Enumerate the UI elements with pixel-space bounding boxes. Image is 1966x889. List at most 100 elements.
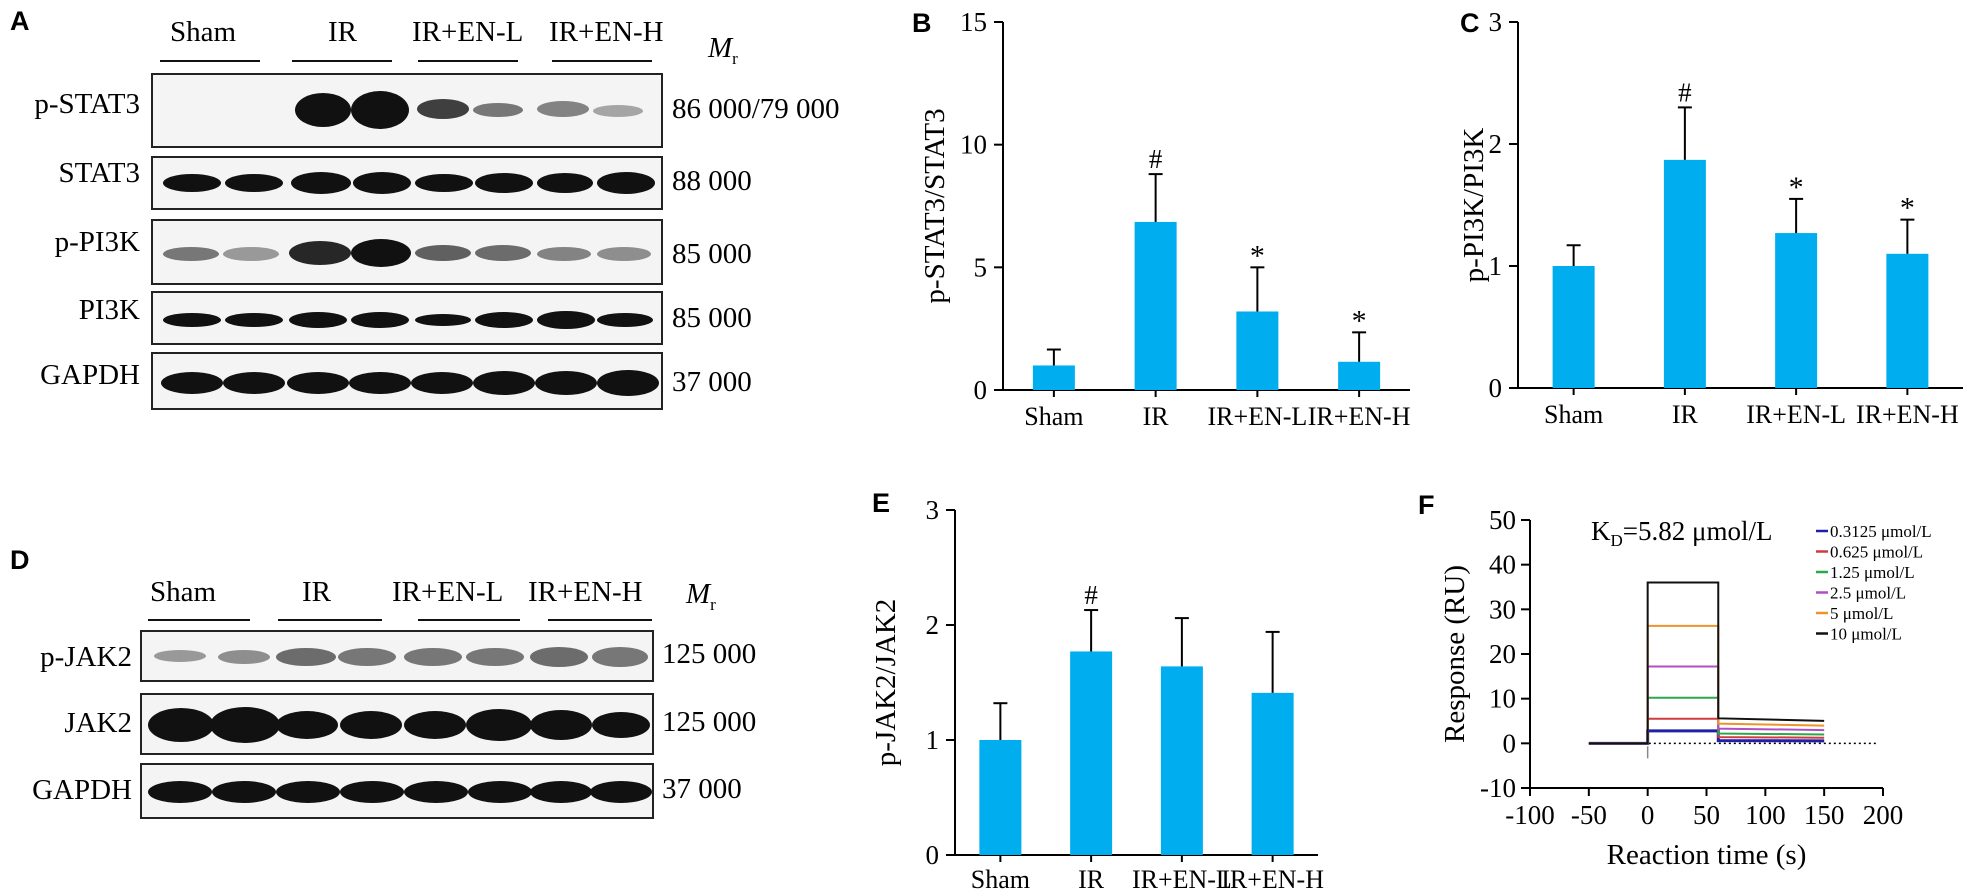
blot-a-row-mr: 85 000 bbox=[672, 302, 752, 334]
y-tick-label: 10 bbox=[960, 130, 987, 160]
chart-b: 0 5 10 15 p-STAT3/STAT3 Sham # IR * IR+EN-L * IR+EN… bbox=[919, 7, 1411, 431]
blot-a-lane-pstat3 bbox=[151, 73, 663, 148]
panel-letter-f: F bbox=[1418, 490, 1435, 520]
blot-a-group-line bbox=[292, 60, 392, 62]
y-tick-label: 0 bbox=[1503, 728, 1517, 758]
legend-label: 5 μmol/L bbox=[1830, 604, 1893, 623]
bar bbox=[1134, 221, 1177, 390]
y-tick-label: 1 bbox=[926, 725, 940, 755]
blot-a-group-line bbox=[418, 60, 518, 62]
blot-a-group-line bbox=[552, 60, 652, 62]
blot-d-row-mr: 125 000 bbox=[662, 638, 757, 670]
significance-mark: * bbox=[1250, 239, 1265, 272]
y-tick-label: 2 bbox=[1489, 129, 1503, 159]
blot-a-row-mr: 88 000 bbox=[672, 165, 752, 197]
blot-a-row-label: p-PI3K bbox=[54, 226, 140, 258]
x-tick-label: 100 bbox=[1745, 800, 1786, 830]
blot-a-lane-gapdh bbox=[151, 352, 663, 410]
y-tick-label: 3 bbox=[1489, 7, 1503, 37]
blot-a-row-label: PI3K bbox=[78, 294, 140, 326]
bar bbox=[1236, 311, 1279, 390]
sensorgram-series bbox=[1588, 624, 1825, 745]
y-axis-label: p-JAK2/JAK2 bbox=[870, 599, 902, 767]
significance-mark: * bbox=[1352, 304, 1367, 337]
significance-mark: * bbox=[1900, 192, 1915, 225]
x-tick-label: IR+EN-H bbox=[1221, 865, 1324, 889]
blot-d-group-ir-en-h: IR+EN-H bbox=[528, 576, 643, 608]
kd-label: KD=5.82 μmol/L bbox=[1591, 516, 1772, 550]
blot-a-group-ir: IR bbox=[328, 16, 357, 48]
x-tick-label: IR bbox=[1143, 402, 1170, 431]
blot-d-lane-jak2 bbox=[140, 693, 654, 755]
sensorgram-series bbox=[1588, 581, 1825, 745]
y-tick-label: 15 bbox=[960, 7, 987, 37]
x-tick-label: Sham bbox=[971, 865, 1030, 889]
x-tick-label: IR+EN-H bbox=[1308, 402, 1411, 431]
blot-d-row-mr: 37 000 bbox=[662, 773, 742, 805]
legend-label: 1.25 μmol/L bbox=[1830, 563, 1915, 582]
x-tick-label: Sham bbox=[1544, 400, 1603, 429]
bar bbox=[1663, 159, 1706, 388]
x-tick-label: 0 bbox=[1641, 800, 1655, 830]
chart-e: 0 1 2 3 p-JAK2/JAK2 Sham # IR IR+EN-LIR+EN-H bbox=[870, 495, 1324, 889]
blot-a-lane-pi3k bbox=[151, 291, 663, 345]
blot-d-row-label: GAPDH bbox=[32, 774, 132, 806]
blot-a-group-line bbox=[160, 60, 260, 62]
blot-d-mr-header: Mr bbox=[686, 578, 716, 614]
y-axis-label: p-STAT3/STAT3 bbox=[919, 108, 951, 303]
blot-a-lane-ppi3k bbox=[151, 219, 663, 285]
y-axis-label: Response (RU) bbox=[1439, 565, 1471, 743]
bar bbox=[1160, 666, 1203, 855]
x-tick-label: IR+EN-H bbox=[1856, 400, 1959, 429]
y-tick-label: 1 bbox=[1489, 251, 1503, 281]
panel-letter-c: C bbox=[1460, 8, 1480, 38]
blot-d-group-ir-en-l: IR+EN-L bbox=[392, 576, 504, 608]
blot-d-lane-gapdh bbox=[140, 763, 654, 819]
blot-d-group-line bbox=[278, 619, 382, 621]
legend-label: 0.625 μmol/L bbox=[1830, 543, 1923, 562]
bar bbox=[1552, 266, 1595, 388]
bar bbox=[1886, 253, 1929, 388]
blot-a-row-label: STAT3 bbox=[58, 157, 140, 189]
blot-a-mr-header: Mr bbox=[708, 32, 738, 68]
blot-a-group-ir-en-h: IR+EN-H bbox=[549, 16, 664, 48]
blot-d-group-ir: IR bbox=[302, 576, 331, 608]
x-tick-label: IR+EN-L bbox=[1207, 402, 1307, 431]
panel-letter-b: B bbox=[912, 8, 932, 38]
bar bbox=[1070, 651, 1113, 855]
legend-label: 0.3125 μmol/L bbox=[1830, 522, 1932, 541]
bar bbox=[979, 740, 1022, 855]
x-tick-label: 200 bbox=[1863, 800, 1904, 830]
blot-d-row-label: p-JAK2 bbox=[40, 641, 132, 673]
y-tick-label: 40 bbox=[1489, 550, 1516, 580]
blot-a-row-mr: 37 000 bbox=[672, 366, 752, 398]
y-tick-label: 2 bbox=[926, 610, 940, 640]
blot-d-group-line bbox=[418, 619, 520, 621]
x-tick-label: IR+EN-L bbox=[1746, 400, 1846, 429]
x-tick-label: Sham bbox=[1024, 402, 1083, 431]
x-tick-label: IR bbox=[1078, 865, 1105, 889]
y-tick-label: 0 bbox=[1489, 373, 1503, 403]
blot-d-group-sham: Sham bbox=[150, 576, 217, 608]
significance-mark: # bbox=[1678, 77, 1692, 107]
legend-label: 10 μmol/L bbox=[1830, 625, 1902, 644]
blot-a-row-label: GAPDH bbox=[40, 359, 140, 391]
y-tick-label: 5 bbox=[974, 252, 988, 282]
y-tick-label: 20 bbox=[1489, 639, 1516, 669]
significance-mark: # bbox=[1084, 580, 1098, 610]
blot-a-row-mr: 85 000 bbox=[672, 238, 752, 270]
panel-letter-d: D bbox=[10, 545, 30, 575]
x-axis-label: Reaction time (s) bbox=[1607, 839, 1807, 871]
y-tick-label: 50 bbox=[1489, 505, 1516, 535]
x-tick-label: IR bbox=[1672, 400, 1699, 429]
bar bbox=[1032, 365, 1075, 390]
bar bbox=[1251, 692, 1294, 855]
bar bbox=[1338, 361, 1381, 390]
panel-letter-a: A bbox=[10, 6, 30, 36]
y-tick-label: 0 bbox=[926, 840, 940, 870]
chart-c: 0 1 2 3 p-PI3K/PI3K Sham # IR * IR+EN-L * IR+EN-H bbox=[1458, 7, 1963, 429]
blot-d-group-line bbox=[548, 619, 652, 621]
x-tick-label: IR+EN-L bbox=[1132, 865, 1232, 889]
